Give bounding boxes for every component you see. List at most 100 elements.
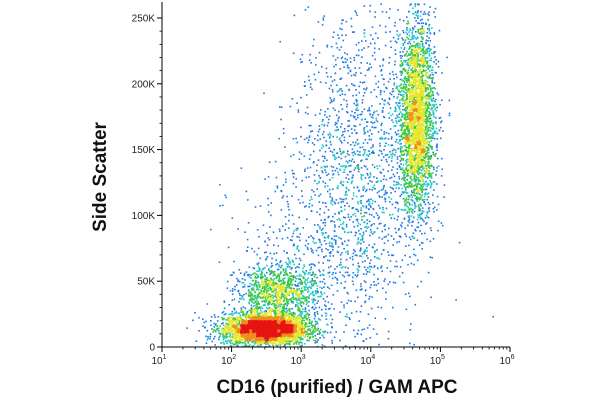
event-dot [420,188,423,190]
event-dot [310,210,313,213]
event-dot [361,110,363,113]
event-dot [426,152,429,154]
event-dot [325,313,328,315]
event-dot [296,266,299,268]
event-dot [354,250,356,253]
event-dot [300,61,302,64]
event-dot [251,345,254,347]
event-dot [315,242,317,244]
event-dot [430,108,433,111]
event-dot [419,15,422,17]
event-dot [429,113,431,115]
event-dot [294,253,296,256]
event-dot [429,117,432,120]
event-dot [409,65,411,67]
event-dot [311,285,313,287]
event-dot [277,344,279,347]
event-dot [366,172,369,175]
event-dot [433,131,435,134]
event-dot [318,195,320,197]
event-dot [338,49,341,51]
event-dot [339,169,342,171]
event-dot [241,342,243,344]
event-dot [291,297,293,299]
event-dot [429,136,432,138]
event-dot [348,135,351,138]
event-dot [427,72,429,74]
event-dot [237,280,239,283]
event-dot [425,142,428,145]
event-dot [385,86,387,89]
event-dot [345,190,347,193]
event-dot [297,198,300,201]
event-dot [242,281,245,284]
event-dot [323,124,325,127]
event-dot [231,313,233,315]
event-dot [301,179,304,182]
event-dot [411,221,413,223]
event-dot [322,145,325,148]
event-dot [351,151,354,154]
event-dot [316,230,318,232]
event-dot [316,292,319,294]
event-dot [421,29,424,32]
event-dot [299,233,301,235]
event-dot [426,185,428,188]
event-dot [335,235,338,237]
event-dot [405,86,408,88]
event-dot [423,83,425,86]
event-dot [346,194,348,196]
event-dot [287,265,289,267]
event-dot [348,120,350,122]
event-dot [267,197,269,200]
event-dot [330,45,333,48]
event-dot [374,75,377,78]
event-dot [407,129,410,132]
event-dot [404,203,406,206]
event-dot [409,170,412,172]
event-dot [259,309,262,312]
event-dot [413,175,416,178]
event-dot [427,77,429,79]
event-dot [258,303,260,305]
event-dot [395,201,397,204]
event-dot [400,134,403,137]
event-dot [404,110,407,112]
event-dot [319,270,321,273]
event-dot [429,6,431,8]
event-dot [421,33,423,35]
event-dot [293,343,295,345]
event-dot [414,155,417,157]
event-dot [365,153,368,156]
event-dot [413,45,415,47]
event-dot [259,312,261,315]
event-dot [357,262,360,265]
event-dot [265,280,267,283]
event-dot [280,271,282,274]
event-dot [264,251,266,254]
event-dot [307,325,310,328]
event-dot [271,270,274,273]
event-dot [363,47,365,49]
event-dot [250,277,253,279]
event-dot [437,229,439,232]
event-dot [422,104,424,107]
event-dot [281,290,284,292]
event-dot [399,55,402,57]
event-dot [402,80,405,82]
event-dot [273,289,275,292]
event-dot [339,27,341,30]
event-dot [383,184,385,187]
event-dot [385,178,388,181]
event-dot [425,156,427,158]
event-dot [284,311,287,313]
event-dot [413,35,415,37]
event-dot [303,277,305,279]
event-dot [428,28,430,31]
event-dot [228,340,231,343]
event-dot [295,338,298,340]
event-dot [278,280,280,283]
event-dot [420,204,422,207]
event-dot [312,290,314,293]
event-dot [364,260,366,262]
